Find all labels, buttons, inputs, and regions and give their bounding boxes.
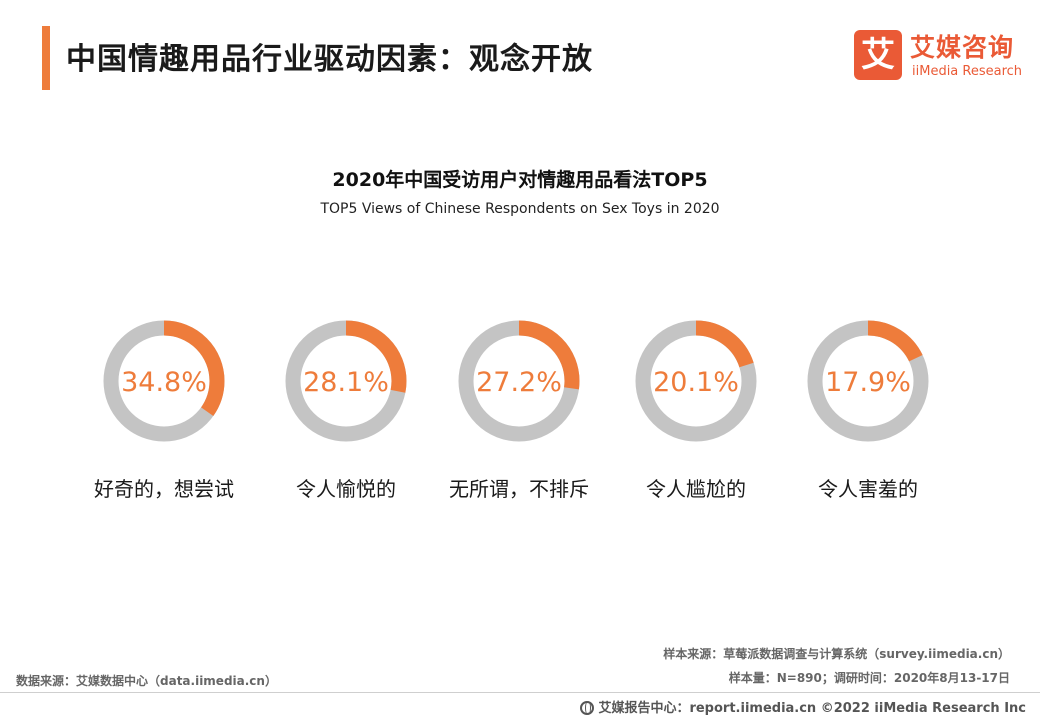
- donut-value-label: 17.9%: [825, 367, 911, 398]
- footer-divider: [0, 692, 1040, 693]
- donut-value-arc: [103, 320, 225, 442]
- page-title: 中国情趣用品行业驱动因素：观念开放: [66, 42, 593, 77]
- sample-size: 样本量：N=890；调研时间：2020年8月13-17日: [728, 671, 1010, 685]
- donut-chart-row: 34.8% 好奇的，想尝试 28.1% 令人愉悦的 27.2% 无所谓，不排斥 20.1% 令…: [94, 320, 929, 501]
- logo-en-text: iiMedia Research: [912, 64, 1023, 79]
- donut-category-label: 令人尴尬的: [646, 477, 746, 501]
- donut-3: 27.2% 无所谓，不排斥: [449, 320, 589, 501]
- chart-subtitle: TOP5 Views of Chinese Respondents on Sex…: [320, 201, 720, 217]
- donut-value-arc: [458, 320, 580, 442]
- globe-icon: [580, 701, 595, 715]
- chart-title: 2020年中国受访用户对情趣用品看法TOP5: [332, 169, 708, 191]
- sample-source: 样本来源：草莓派数据调查与计算系统（survey.iimedia.cn）: [663, 647, 1010, 661]
- title-accent-bar: [42, 26, 50, 90]
- donut-value-label: 27.2%: [476, 367, 562, 398]
- logo-mark: 艾: [854, 30, 902, 80]
- donut-category-label: 好奇的，想尝试: [94, 477, 234, 501]
- logo-cn-text: 艾媒咨询: [910, 33, 1015, 62]
- donut-value-label: 34.8%: [121, 367, 207, 398]
- donut-category-label: 令人害羞的: [818, 477, 918, 501]
- donut-4: 20.1% 令人尴尬的: [635, 320, 757, 501]
- data-source: 数据来源：艾媒数据中心（data.iimedia.cn）: [16, 674, 277, 688]
- donut-1: 34.8% 好奇的，想尝试: [94, 320, 234, 501]
- donut-value-arc: [635, 320, 757, 442]
- donut-2: 28.1% 令人愉悦的: [285, 320, 407, 501]
- iimedia-logo: 艾 艾媒咨询 iiMedia Research: [854, 28, 1024, 84]
- footer-text: 艾媒报告中心：report.iimedia.cn ©2022 iiMedia R…: [598, 701, 1026, 716]
- donut-value-arc: [285, 320, 407, 442]
- footer: 艾媒报告中心：report.iimedia.cn ©2022 iiMedia R…: [580, 697, 1026, 716]
- donut-value-label: 28.1%: [303, 367, 389, 398]
- donut-category-label: 无所谓，不排斥: [449, 477, 589, 501]
- donut-value-arc: [807, 320, 929, 442]
- donut-category-label: 令人愉悦的: [296, 477, 396, 501]
- donut-value-label: 20.1%: [653, 367, 739, 398]
- donut-5: 17.9% 令人害羞的: [807, 320, 929, 501]
